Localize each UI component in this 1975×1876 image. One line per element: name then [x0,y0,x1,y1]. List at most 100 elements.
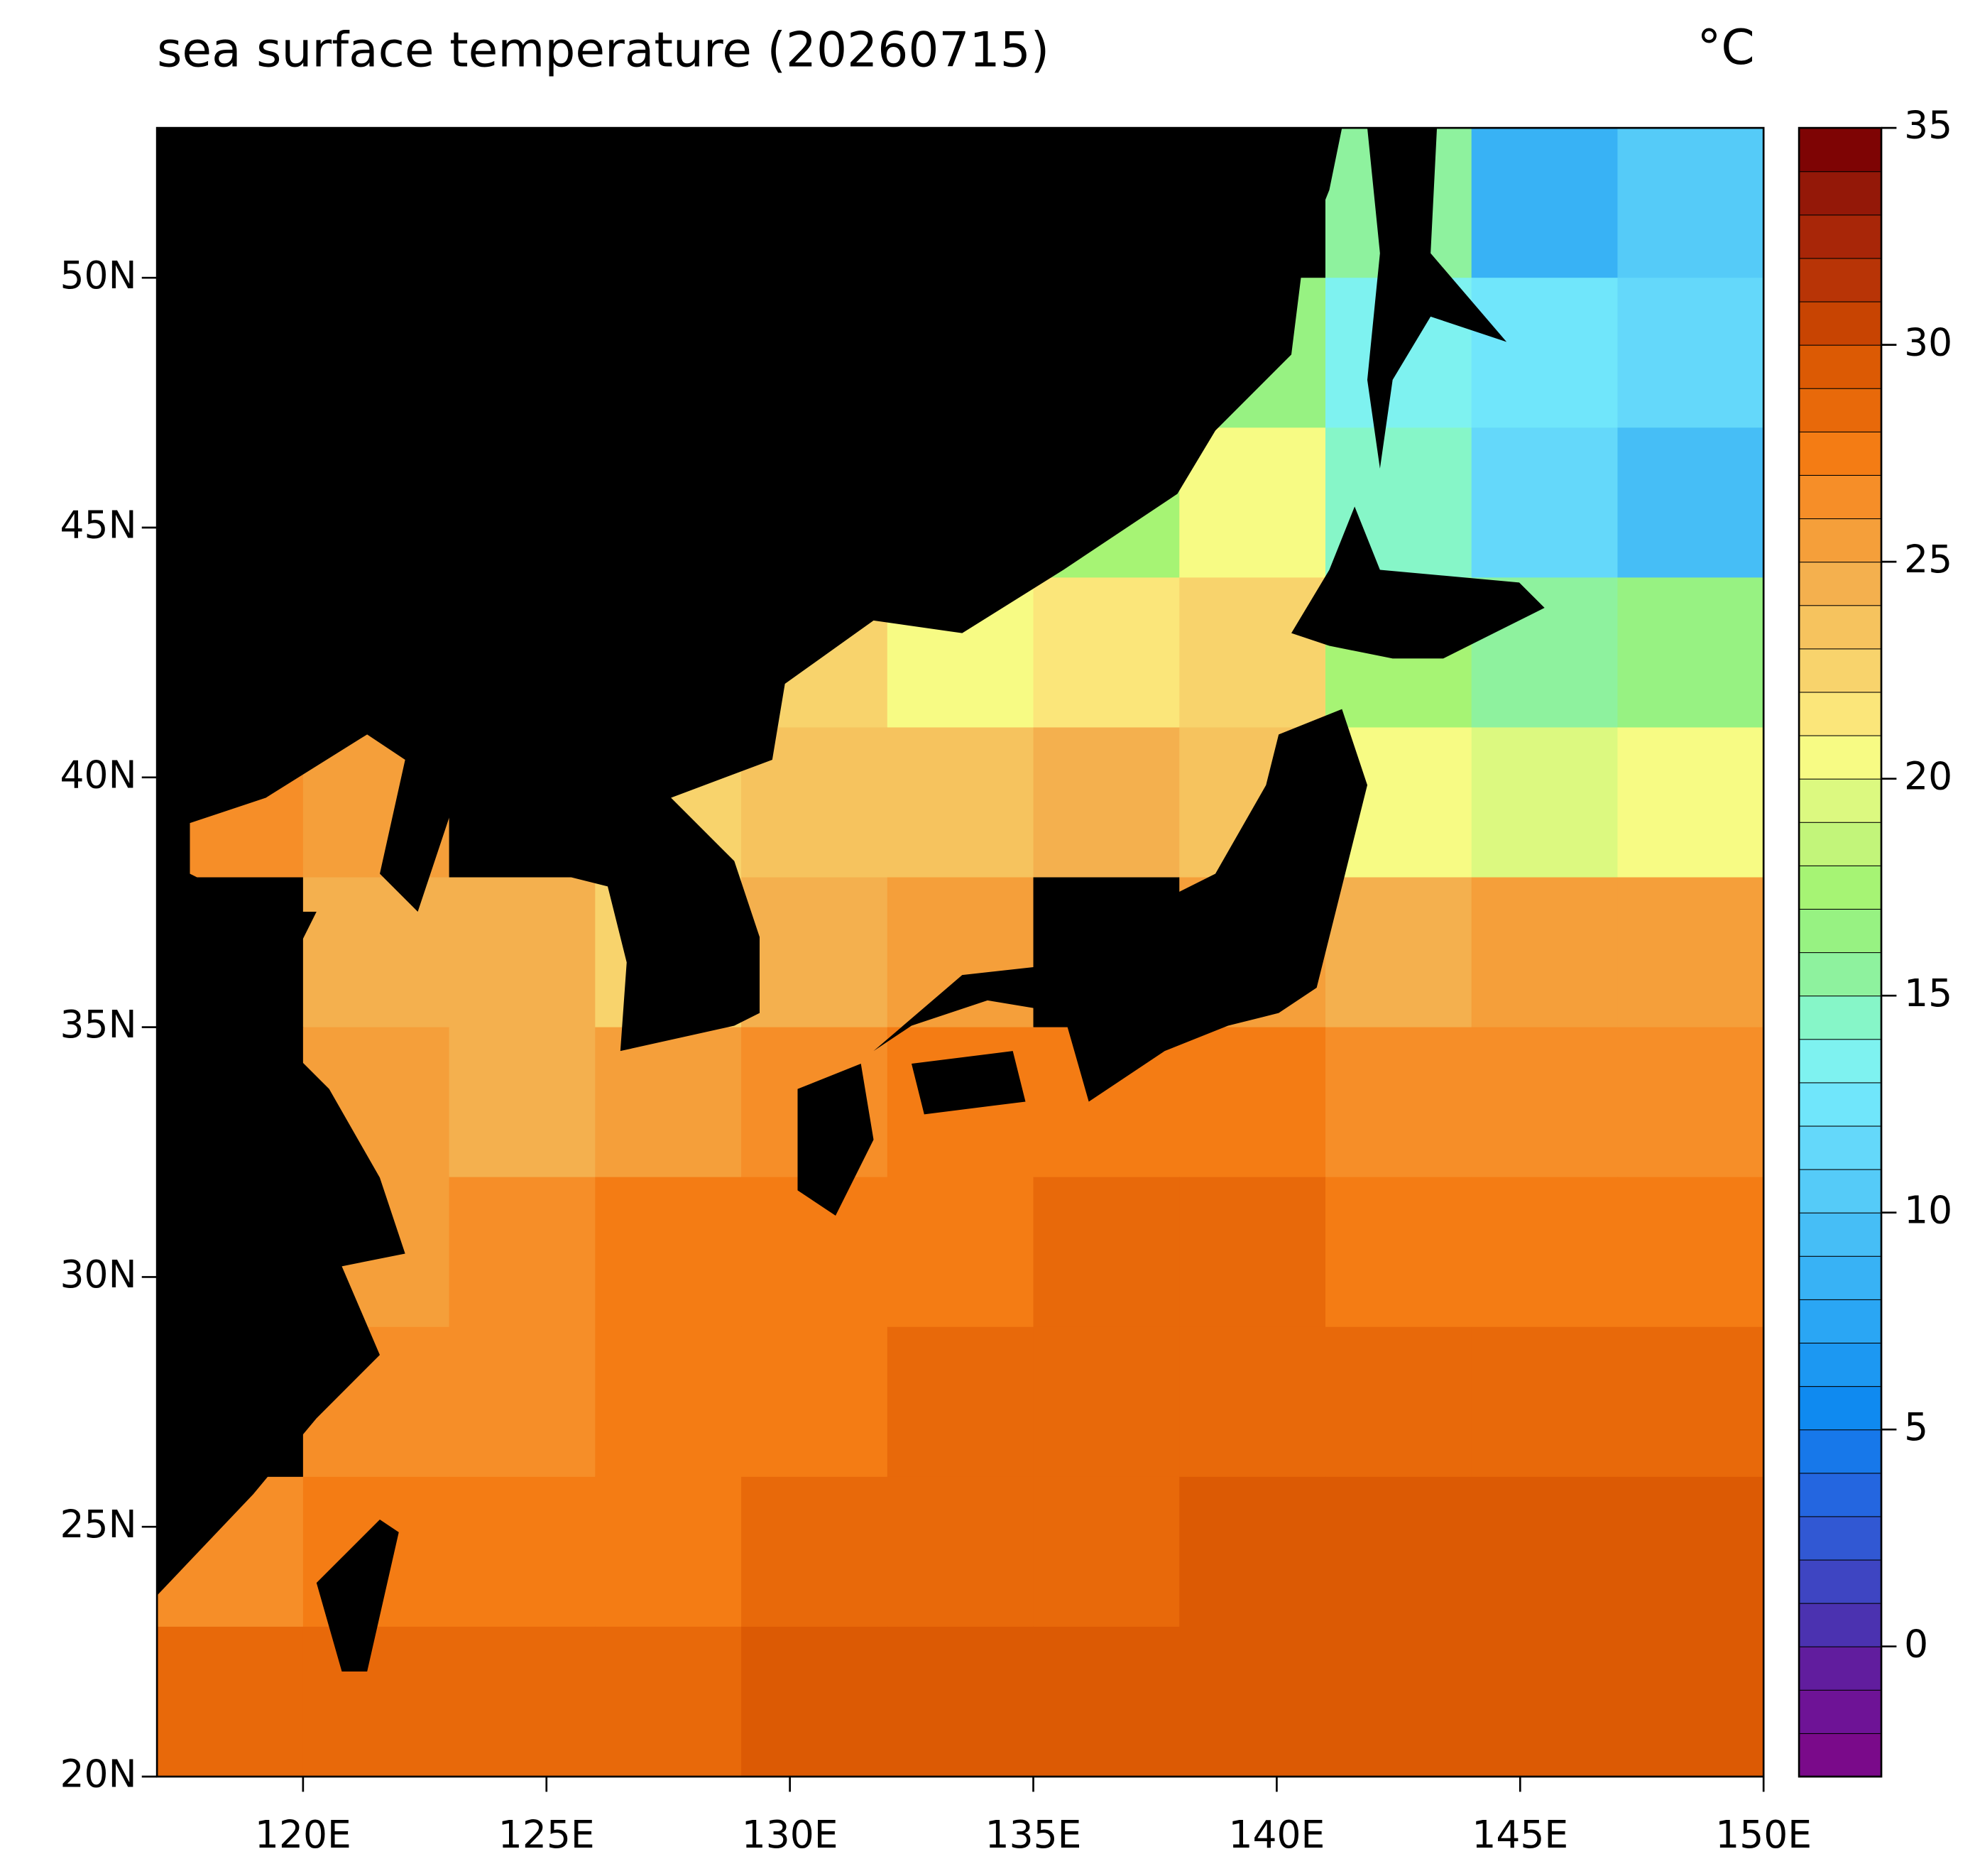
colorbar-band [1798,518,1882,563]
sst-cell [1325,1027,1472,1178]
plot-frame [155,126,1765,1778]
colorbar-band [1798,1385,1882,1431]
sst-cell [1179,427,1326,579]
sst-cell [1471,278,1619,429]
sst-cell [449,1027,596,1178]
sst-cell [1471,877,1619,1028]
mainland [157,128,1342,1596]
sst-cell [1617,1177,1765,1328]
colorbar-band [1798,1646,1882,1691]
sst-cell [1617,427,1765,579]
y-tick-label: 35N [60,1002,137,1047]
sst-cell [595,1476,742,1627]
sst-cell [887,1476,1034,1627]
colorbar-tick-label: 35 [1904,103,1952,148]
colorbar-band [1798,865,1882,910]
unit-label: °C [1697,19,1755,75]
colorbar-tick-label: 20 [1904,753,1952,798]
sst-cell [1471,427,1619,579]
sst-cell [1033,727,1181,878]
colorbar-band [1798,127,1882,173]
sst-cell [449,1177,596,1328]
sst-cell [1325,1476,1472,1627]
sst-cell [1179,1027,1326,1178]
sst-cell [1033,1626,1181,1777]
colorbar-band [1798,648,1882,693]
chart-title: sea surface temperature (20260715) [157,21,1049,77]
sst-cell [449,1626,596,1777]
sst-cell [887,727,1034,878]
colorbar-band [1798,1212,1882,1257]
sst-cell [1179,1626,1326,1777]
sst-cell [1033,1326,1181,1478]
kyushu [797,1063,874,1216]
colorbar-tick-label: 5 [1904,1405,1928,1449]
y-tick-label: 40N [60,752,137,797]
colorbar-band [1798,388,1882,432]
sst-cell [1617,1326,1765,1478]
y-tick-label: 45N [60,503,137,547]
sst-cell [302,877,450,1028]
sst-cell [1325,1626,1472,1777]
honshu [873,709,1367,1102]
colorbar-band [1798,1081,1882,1127]
colorbar-band [1798,431,1882,476]
colorbar-band [1798,1515,1882,1561]
sst-cell [1471,1177,1619,1328]
x-tick-label: 135E [985,1812,1082,1857]
sst-cell [1617,278,1765,429]
sst-cell [449,1476,596,1627]
colorbar-band [1798,822,1882,866]
colorbar-tick-label: 30 [1904,320,1952,364]
colorbar-band [1798,1125,1882,1170]
colorbar-band [1798,1299,1882,1344]
sst-cell [1033,1177,1181,1328]
colorbar-band [1798,1255,1882,1300]
sst-cell [1179,1476,1326,1627]
colorbar-band [1798,300,1882,346]
sst-cell [741,1326,888,1478]
sakhalin [1367,128,1507,469]
sst-cell [1471,727,1619,878]
colorbar-band [1798,1603,1882,1647]
sst-cell [1179,1177,1326,1328]
sst-cell [1617,577,1765,729]
y-tick-label: 30N [60,1252,137,1297]
sst-cell [887,1326,1034,1478]
sst-cell [1617,1027,1765,1178]
y-tick-label: 20N [60,1752,137,1796]
colorbar-band [1798,908,1882,954]
colorbar-tick-label: 15 [1904,971,1952,1015]
hokkaido [1291,506,1545,659]
colorbar-band [1798,778,1882,823]
sst-cell [1325,877,1472,1028]
sst-cell [1471,1326,1619,1478]
x-tick-label: 150E [1715,1812,1812,1857]
sst-cell [1617,128,1765,279]
colorbar-band [1798,691,1882,736]
colorbar-band [1798,1342,1882,1387]
x-tick-label: 145E [1472,1812,1568,1857]
colorbar-band [1798,1038,1882,1084]
sst-cell [1325,1177,1472,1328]
colorbar-band [1798,1429,1882,1474]
colorbar-band [1798,1169,1882,1214]
sst-cell [741,1476,888,1627]
x-tick-label: 130E [742,1812,838,1857]
y-tick-label: 50N [60,253,137,298]
sst-cell [1179,1326,1326,1478]
colorbar-band [1798,170,1882,216]
sst-cell [157,1626,304,1777]
x-tick-label: 120E [255,1812,351,1857]
colorbar-frame [1798,126,1883,1778]
colorbar: 0 5 10 15 20 25 30 35 [1798,103,1952,1778]
colorbar-band [1798,604,1882,650]
colorbar-band [1798,951,1882,997]
colorbar-band [1798,995,1882,1040]
colorbar-band [1798,257,1882,302]
y-tick-label: 25N [60,1502,137,1547]
sst-cell [595,1027,742,1178]
colorbar-tick-label: 0 [1904,1621,1928,1666]
sst-cell [1179,577,1326,729]
